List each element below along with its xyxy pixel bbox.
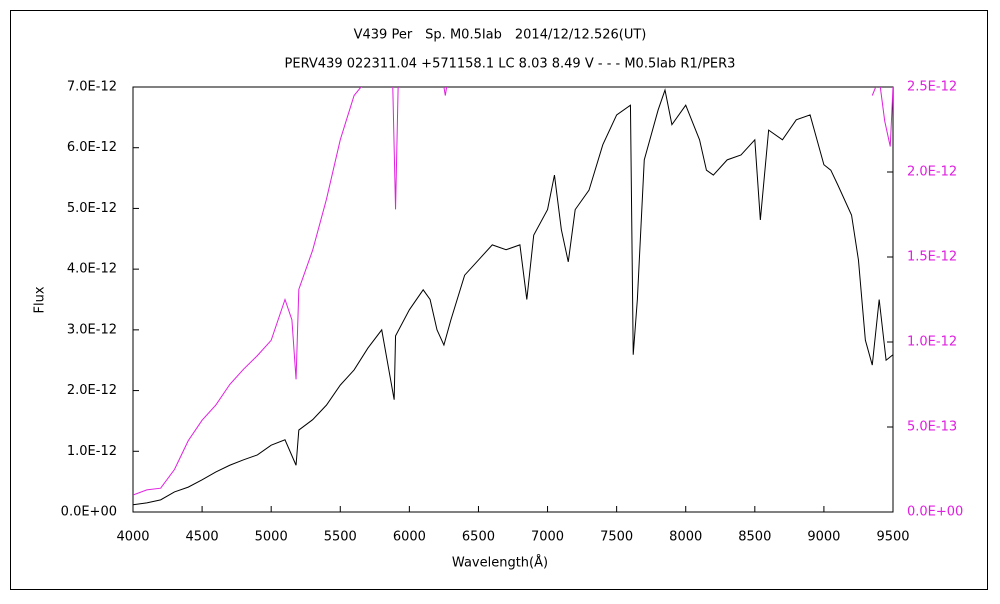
y2-tick-label: 1.5E-12 (907, 250, 957, 265)
y-tick-label: 4.0E-12 (67, 262, 117, 277)
spectrum-line (133, 87, 893, 496)
x-tick-label: 4000 (116, 530, 149, 545)
x-tick-label: 6000 (393, 530, 426, 545)
x-axis-label: Wavelength(Å) (452, 555, 548, 571)
plot-area (132, 86, 894, 513)
x-tick-label: 5500 (324, 530, 357, 545)
x-tick-label: 4500 (186, 530, 219, 545)
spectrum-line (133, 88, 893, 506)
y2-tick-label: 2.5E-12 (907, 80, 957, 95)
y-axis-label: Flux (33, 286, 48, 313)
y-tick-label: 3.0E-12 (67, 322, 117, 337)
y2-tick-label: 1.0E-12 (907, 335, 957, 350)
x-tick-label: 7000 (531, 530, 564, 545)
y2-tick-label: 5.0E-13 (907, 420, 957, 435)
y-tick-label: 1.0E-12 (67, 444, 117, 459)
y2-tick-label: 2.0E-12 (907, 165, 957, 180)
y2-tick-label: 0.0E+00 (907, 505, 963, 520)
y-tick-label: 6.0E-12 (67, 140, 117, 155)
x-tick-label: 6500 (462, 530, 495, 545)
x-tick-label: 7500 (600, 530, 633, 545)
y-tick-label: 5.0E-12 (67, 201, 117, 216)
y-tick-label: 2.0E-12 (67, 383, 117, 398)
x-tick-label: 9500 (876, 530, 909, 545)
y-tick-label: 7.0E-12 (67, 80, 117, 95)
chart-subtitle: PERV439 022311.04 +571158.1 LC 8.03 8.49… (285, 57, 736, 72)
x-tick-label: 5000 (255, 530, 288, 545)
frame (10, 10, 988, 590)
y-tick-label: 0.0E+00 (61, 505, 117, 520)
plot-lines (133, 87, 893, 506)
chart-title: V439 Per Sp. M0.5Iab 2014/12/12.526(UT) (354, 28, 647, 43)
x-tick-label: 8500 (738, 530, 771, 545)
x-tick-label: 8000 (669, 530, 702, 545)
x-tick-label: 9000 (807, 530, 840, 545)
